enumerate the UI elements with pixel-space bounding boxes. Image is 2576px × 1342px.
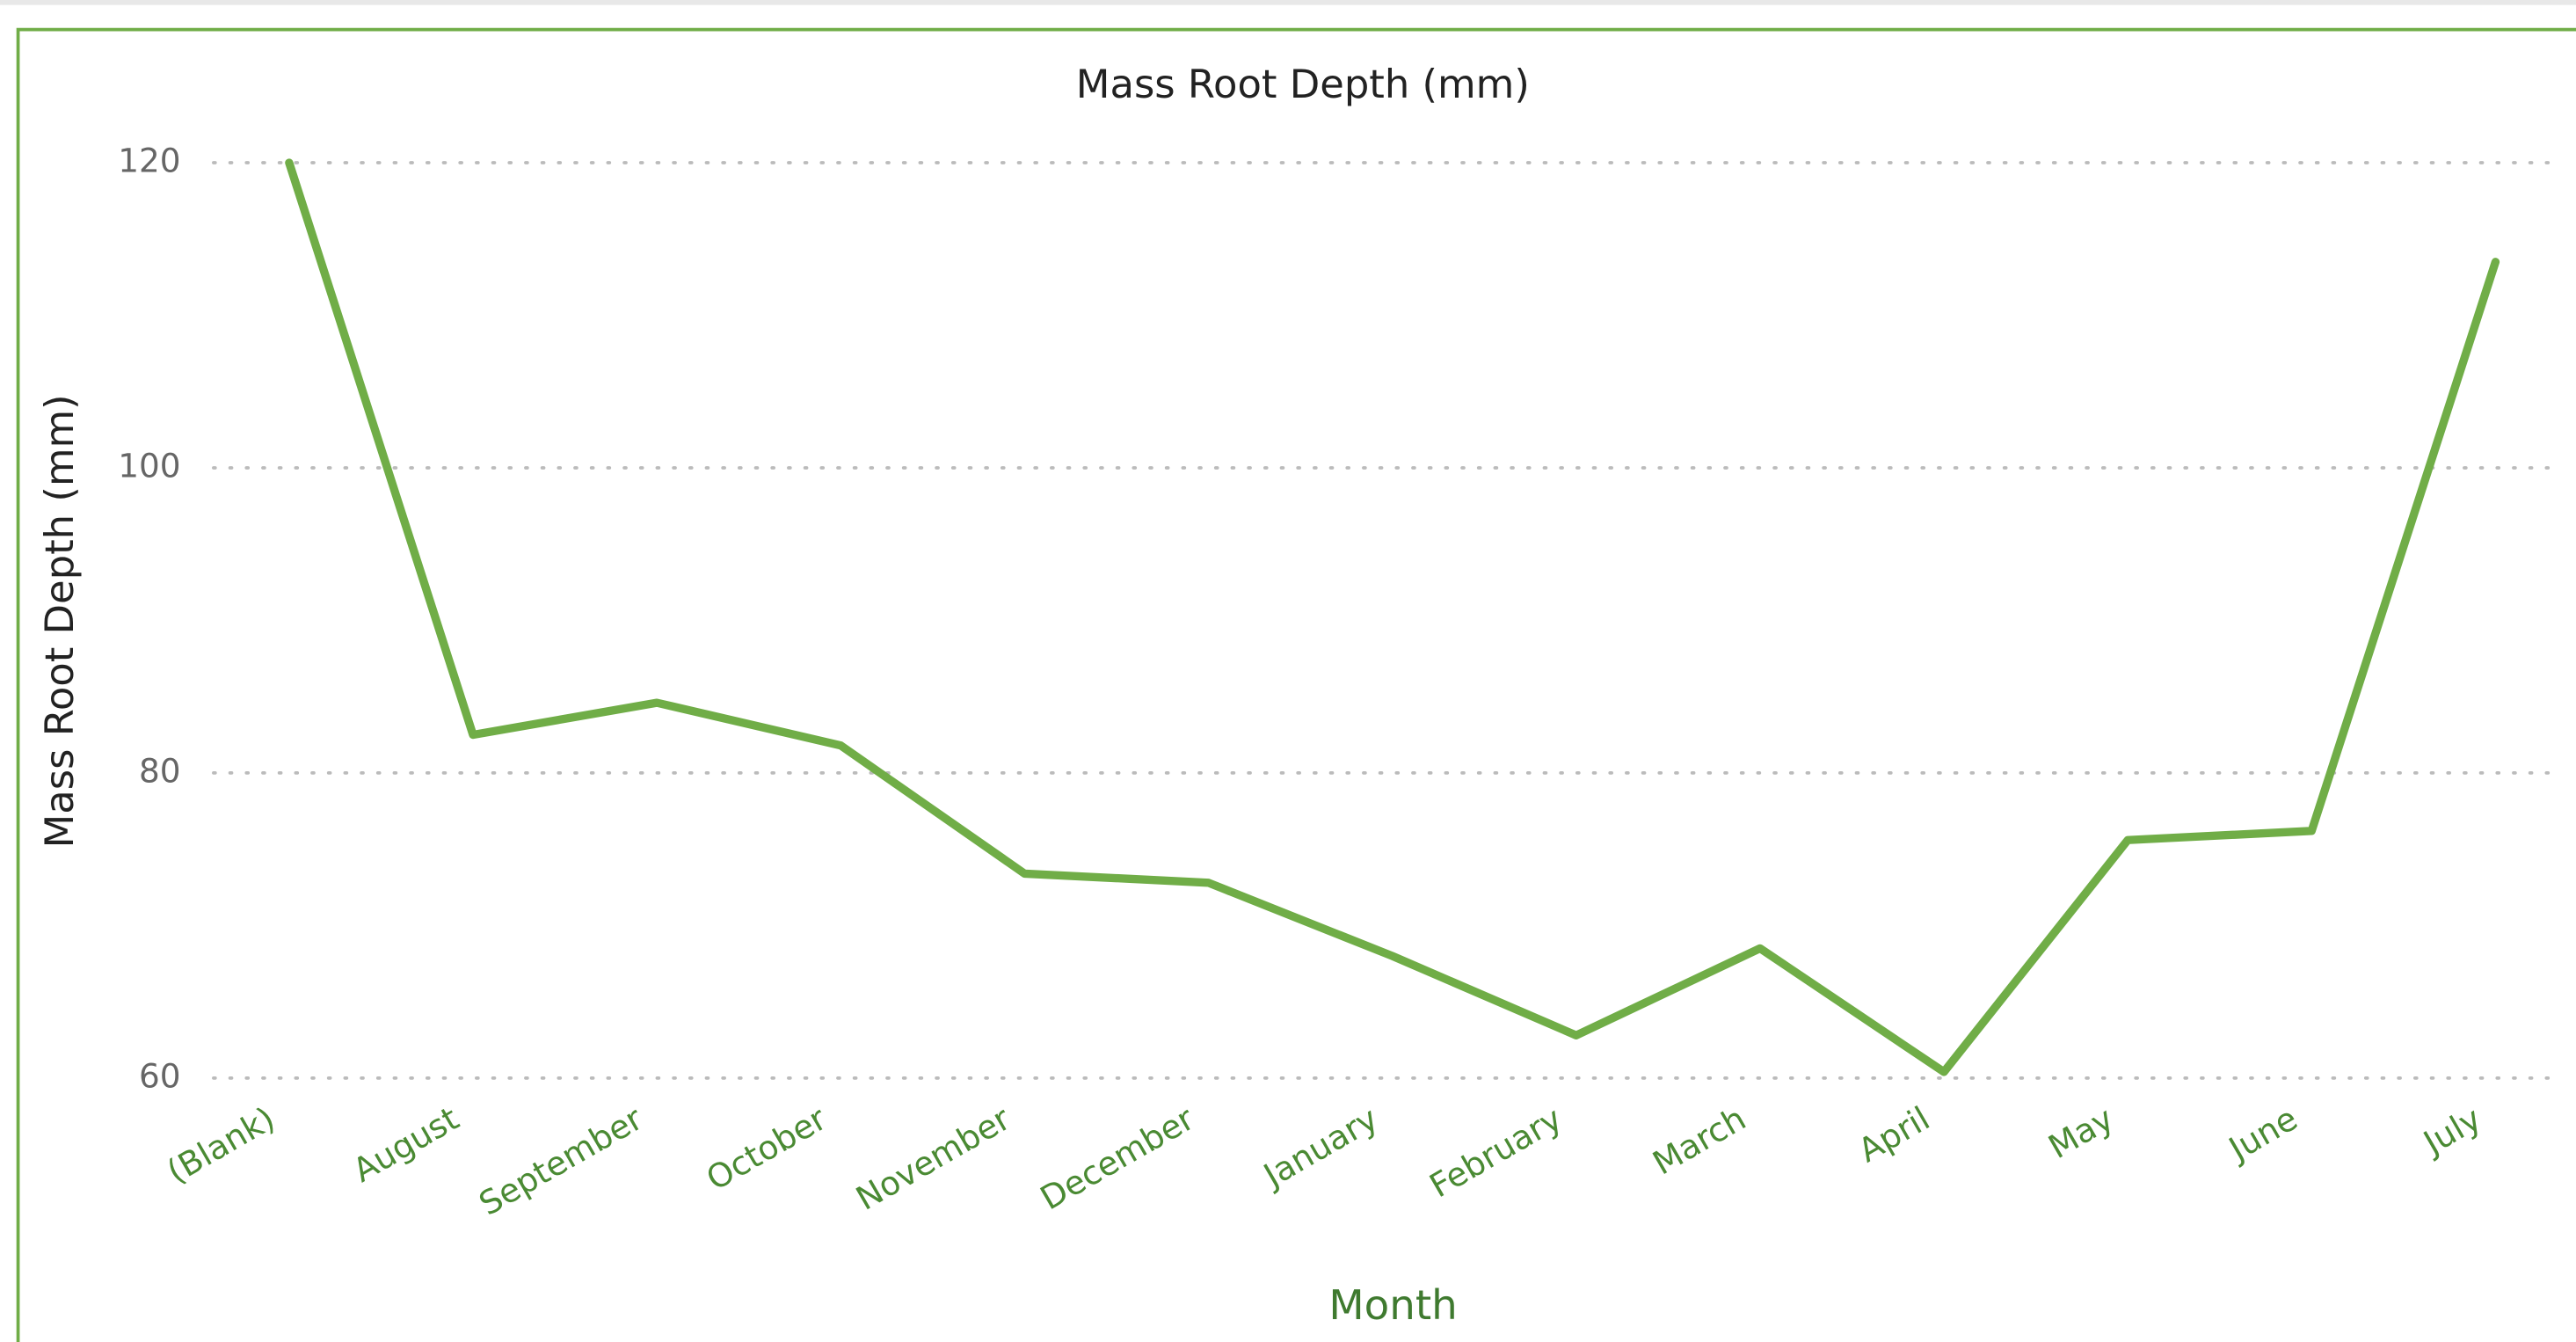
y-tick-label: 60 [139, 1056, 181, 1095]
x-tick-label: January [1255, 1098, 1384, 1195]
x-tick-label: March [1646, 1098, 1752, 1182]
chart-title: Mass Root Depth (mm) [1076, 61, 1530, 107]
x-tick-label: August [346, 1098, 465, 1189]
x-tick-label: September [472, 1098, 649, 1223]
x-tick-label: October [700, 1098, 833, 1198]
x-tick-label: June [2221, 1098, 2303, 1169]
x-tick-label: July [2416, 1098, 2488, 1163]
y-tick-label: 100 [118, 446, 180, 485]
top-strip [0, 0, 2576, 5]
frame [16, 27, 2576, 1342]
x-tick-label: April [1852, 1098, 1936, 1170]
x-tick-label: November [849, 1098, 1017, 1218]
y-tick-label: 80 [139, 751, 181, 790]
x-tick-label: May [2041, 1098, 2120, 1166]
y-axis-title: Mass Root Depth (mm) [36, 394, 83, 848]
x-axis-title: Month [1328, 1282, 1457, 1330]
x-tick-label: February [1423, 1098, 1568, 1205]
y-tick-label: 120 [118, 142, 180, 180]
x-tick-label: (Blank) [160, 1098, 281, 1191]
line-series [285, 158, 2500, 1076]
x-tick-label: December [1034, 1098, 1201, 1217]
